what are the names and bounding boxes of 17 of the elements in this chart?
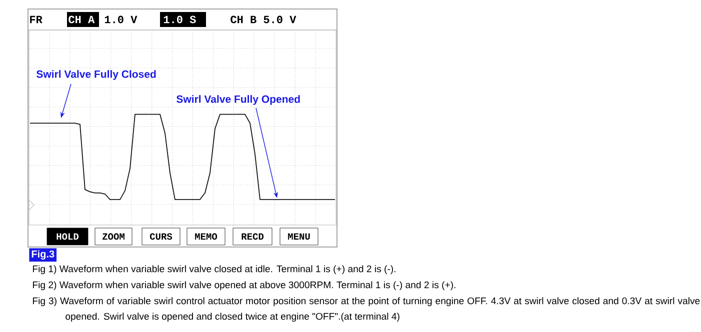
text: Fig.3 bbox=[32, 250, 54, 260]
text: RECD bbox=[242, 233, 264, 240]
text: 1.0 V bbox=[104, 16, 138, 24]
text: CH A bbox=[68, 16, 95, 24]
caption: Fig 3) Waveform of variable swirl control actuator motor position sensor at the point of turning engine OFF. 4.3V at swirl valve closed and 0.3V at swirl valve opened. Swirl valve is opened and closed twice at engine "OFF".(at terminal 4) bbox=[32, 297, 700, 322]
text: 1.0 S bbox=[164, 16, 196, 24]
text: CH B 5.0 V bbox=[230, 16, 296, 24]
text: ZOOM bbox=[102, 233, 124, 240]
text: Swirl Valve Fully Opened bbox=[176, 95, 300, 105]
text: HOLD bbox=[56, 233, 79, 240]
caption: Fig 2) Waveform when variable swirl valve opened at above 3000RPM. Terminal 1 is (-) and 2 is (+). bbox=[32, 281, 456, 290]
text: MEMO bbox=[195, 233, 218, 240]
text: Swirl Valve Fully Closed bbox=[36, 70, 156, 80]
caption: Fig 1) Waveform when variable swirl valve closed at idle. Terminal 1 is (+) and 2 is (-). bbox=[32, 265, 396, 274]
text: CURS bbox=[150, 233, 172, 240]
text: MENU bbox=[288, 233, 310, 240]
text: FR bbox=[30, 16, 42, 24]
